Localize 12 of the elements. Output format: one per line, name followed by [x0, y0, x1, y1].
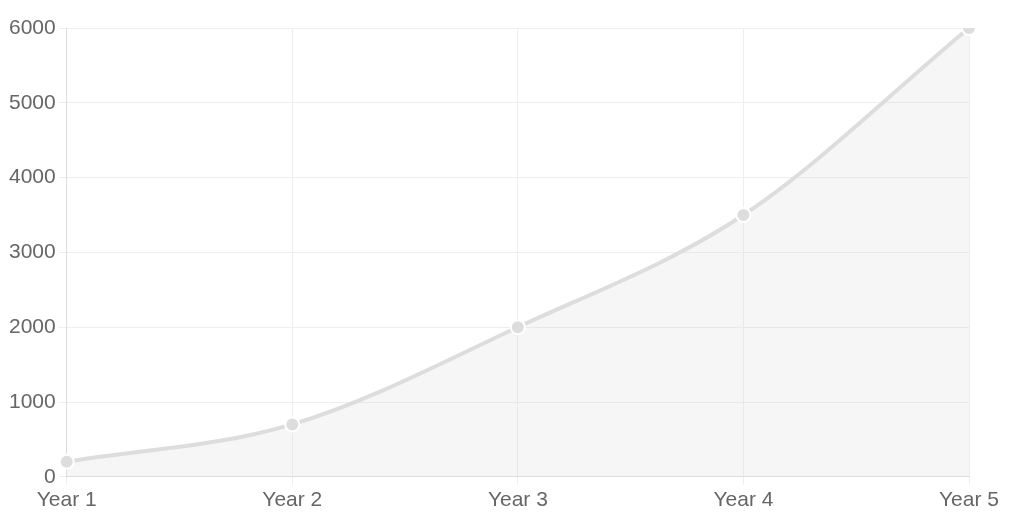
- y-tick-label: 5000: [9, 89, 56, 113]
- y-tick-label: 3000: [9, 239, 56, 263]
- y-tick-label: 4000: [9, 164, 56, 188]
- y-tick-label: 2000: [9, 314, 56, 337]
- y-tick-label: 0: [44, 463, 56, 487]
- y-tick-label: 1000: [9, 388, 56, 412]
- x-tick-label: Year 4: [713, 487, 774, 511]
- y-tick-label: 6000: [9, 14, 56, 38]
- x-tick-label: Year 1: [36, 487, 97, 511]
- x-tick-label: Year 2: [262, 487, 323, 511]
- x-tick-label: Year 5: [939, 487, 999, 511]
- x-tick-label: Year 3: [487, 487, 548, 511]
